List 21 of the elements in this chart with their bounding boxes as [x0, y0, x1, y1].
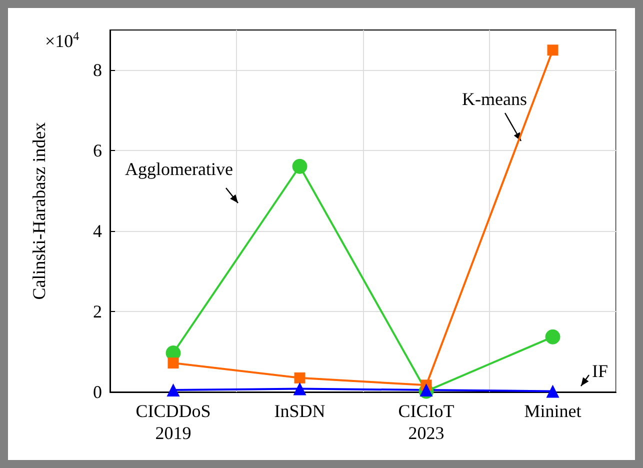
x-tick-label: Mininet [524, 401, 582, 421]
text: Agglomerative [125, 159, 233, 179]
series-label: K-means [462, 89, 527, 109]
point [166, 383, 180, 396]
point [546, 384, 560, 398]
text: IF [592, 361, 608, 381]
point [168, 358, 179, 369]
x-tick-label: InSDN [274, 401, 326, 421]
point [292, 158, 308, 174]
point [545, 329, 560, 344]
x-tick-label: CICDDoS 2019 [136, 401, 211, 443]
y-tick-label: 6 [93, 140, 102, 161]
y-tick-label: 2 [93, 302, 102, 322]
y-tick-label: 8 [93, 60, 102, 80]
point [293, 382, 306, 396]
y-tick-label: 0 [93, 382, 102, 402]
y-tick-label: 4 [93, 221, 102, 242]
y-axis-title: Calinski-Harabasz index [29, 122, 49, 300]
x-tick-label: CICIoT 2023 [398, 401, 454, 443]
point [547, 44, 558, 56]
point [294, 372, 306, 384]
